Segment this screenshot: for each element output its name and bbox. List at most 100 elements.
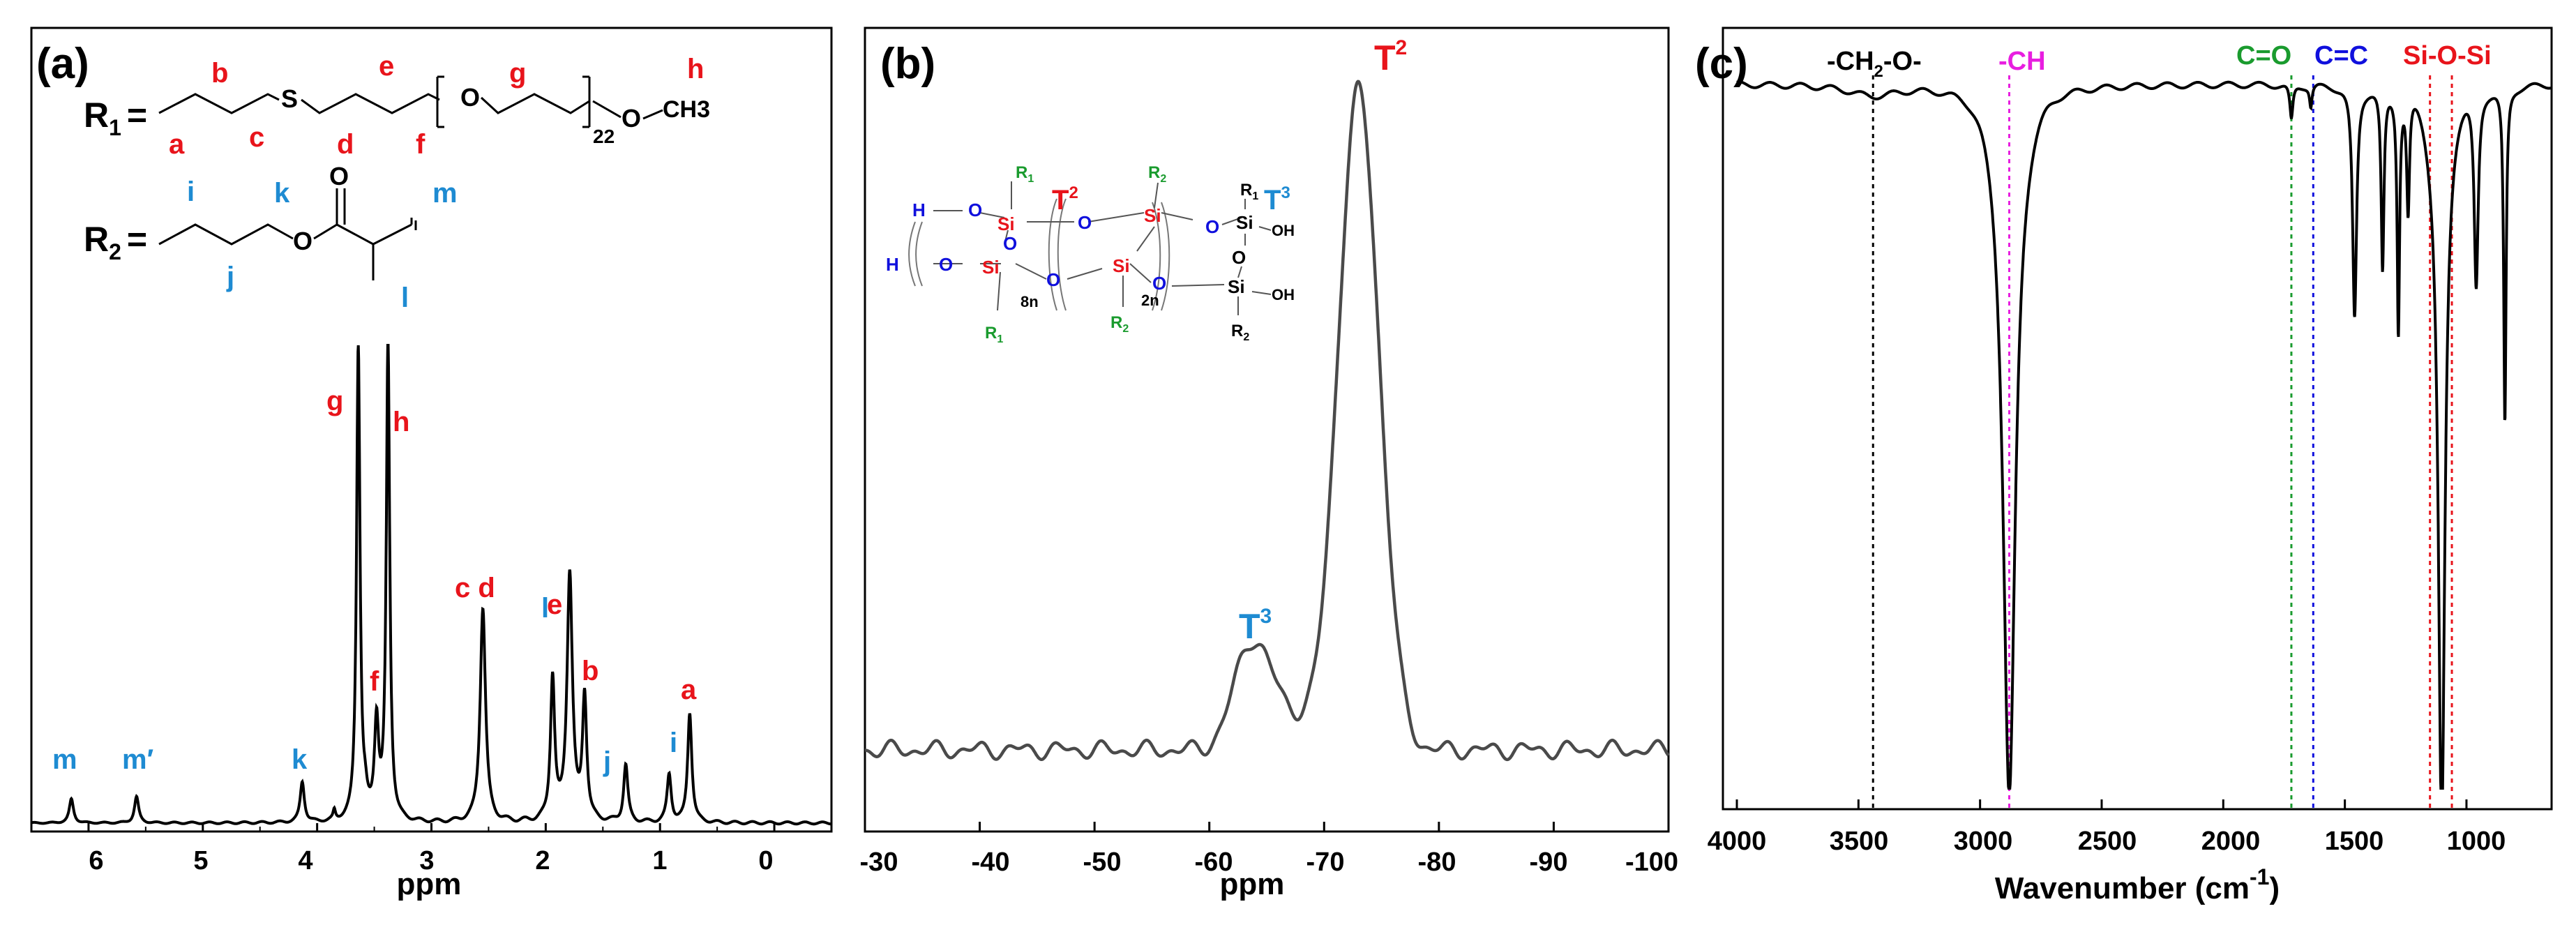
x-tick-b-30: -30 [860, 848, 898, 877]
x-axis-label-c-end: ) [2269, 871, 2280, 905]
peak-label-t2-main: T [1374, 38, 1396, 77]
x-tick-b-100: -100 [1625, 848, 1678, 877]
inset-o-1: O [968, 200, 982, 220]
r2-letter-m: m [432, 178, 458, 209]
band-label-co: C=O [2236, 41, 2291, 70]
inset-bond-2 [979, 212, 1005, 218]
peak-label-g: g [326, 386, 343, 416]
inset-bond-24 [1251, 291, 1272, 295]
inset-t2: T2 [1052, 183, 1078, 216]
inset-bond-16 [1154, 182, 1159, 209]
ftir-spectrum-line [1736, 80, 2552, 790]
band-label-cc: C=C [2314, 41, 2368, 70]
r1-letter-a: a [169, 129, 185, 160]
r1-oxygen-2: O [622, 104, 641, 133]
inset-r2-right-main: R [1231, 322, 1243, 340]
inset-si-3: Si [1144, 205, 1161, 226]
peak-label-b: b [582, 656, 598, 686]
panel-c-label: (c) [1695, 40, 1748, 88]
x-tick-a-3: 3 [419, 846, 434, 875]
r1-letter-e: e [379, 51, 394, 82]
inset-o-7: O [1152, 273, 1166, 294]
silsesquioxane-inset: H H O O Si Si O O Si Si O O O Si O Si OH… [886, 163, 1295, 345]
inset-h-2: H [886, 254, 899, 275]
inset-si-4: Si [1113, 255, 1130, 276]
r2-oxygen-1: O [293, 227, 312, 255]
nmr-spectrum-line [31, 344, 831, 826]
inset-t3-main: T [1264, 185, 1281, 216]
inset-r1-top: R1 [1016, 163, 1034, 185]
inset-o-5: O [1046, 269, 1060, 290]
band-label-ch2o-sub: 2 [1874, 62, 1883, 81]
inset-si-5: Si [1236, 212, 1253, 233]
inset-bond-17 [1136, 226, 1155, 252]
r1-letter-d: d [337, 129, 354, 160]
x-tick-a-2: 2 [535, 846, 550, 875]
x-tick-a-0: 0 [758, 846, 773, 875]
r2-chain-1 [158, 223, 294, 246]
peak-label-l: l [541, 593, 549, 624]
x-axis-ticks-c [1735, 799, 2468, 809]
r1-chain-2 [301, 93, 440, 114]
x-tick-c-2500: 2500 [2078, 827, 2137, 856]
band-label-ch2o: -CH2-O- [1827, 47, 1922, 81]
inset-r1-right: R1 [1240, 181, 1258, 202]
inset-bond-6 [1221, 217, 1242, 225]
inset-r2-right-sub: 2 [1243, 331, 1249, 343]
panel-c-frame [1722, 27, 2553, 811]
inset-bond-12 [1171, 284, 1225, 287]
x-tick-c-1000: 1000 [2447, 827, 2506, 856]
inset-bracket-2 [1048, 198, 1057, 311]
r2-letter-l: l [401, 283, 409, 313]
inset-si-1: Si [997, 213, 1015, 234]
r2-letter-j: j [226, 262, 234, 292]
svg-text:R1=: R1 = [84, 96, 147, 140]
x-tick-a-5: 5 [193, 846, 208, 875]
inset-r2-bottom: R2 [1110, 313, 1129, 335]
r2-structure: R2 = O O i j k l m [84, 162, 458, 313]
inset-bond-10 [1067, 268, 1103, 280]
x-axis-ticks-b [864, 822, 1670, 832]
inset-bracket-3b [1161, 202, 1170, 311]
inset-r2-top: R2 [1148, 163, 1166, 185]
inset-bracket-2b [1057, 198, 1067, 311]
inset-r2-right: R2 [1231, 322, 1249, 343]
x-axis-label-c: Wavenumber (cm-1) [1995, 864, 2280, 905]
x-tick-a-6: 6 [89, 846, 103, 875]
inset-si-2: Si [982, 257, 1000, 278]
peak-label-cd: c d [455, 573, 495, 603]
r2-label: R [84, 220, 109, 259]
peak-label-a: a [681, 675, 697, 705]
peak-label-k: k [292, 744, 308, 775]
inset-bond-21 [1237, 266, 1242, 278]
r1-letter-h: h [687, 54, 704, 84]
r1-oxygen-1: O [460, 83, 480, 112]
x-axis-label-a: ppm [397, 867, 462, 901]
x-axis-ticks-a [31, 823, 832, 832]
panel-a-label: (a) [36, 40, 89, 88]
x-tick-b-90: -90 [1530, 848, 1568, 877]
inset-h-1: H [912, 200, 926, 220]
inset-bonds [933, 181, 1272, 315]
peak-label-m: m [52, 744, 77, 775]
inset-t3: T3 [1264, 183, 1290, 216]
peak-label-t3-main: T [1239, 607, 1260, 646]
peak-label-e: e [547, 589, 562, 620]
r1-structure: R1 = S O 22 O CH3 a b c d e f g h [84, 51, 710, 160]
r1-letter-c: c [249, 122, 264, 153]
x-tick-b-60: -60 [1195, 848, 1233, 877]
band-guide-lines [1871, 75, 2453, 809]
r2-eq: = [127, 220, 147, 259]
band-label-ch: -CH [1998, 47, 2046, 76]
x-tick-b-50: -50 [1083, 848, 1122, 877]
r1-chain-4 [592, 100, 622, 119]
inset-r2-top-main: R [1148, 163, 1160, 182]
inset-8n: 8n [1020, 293, 1039, 310]
inset-bracket-1b [915, 221, 923, 287]
x-tick-a-1: 1 [652, 846, 667, 875]
r1-sulfur: S [281, 84, 298, 113]
inset-r2-bottom-main: R [1110, 313, 1122, 332]
inset-si-6: Si [1228, 276, 1245, 297]
r1-letter-g: g [509, 58, 526, 89]
